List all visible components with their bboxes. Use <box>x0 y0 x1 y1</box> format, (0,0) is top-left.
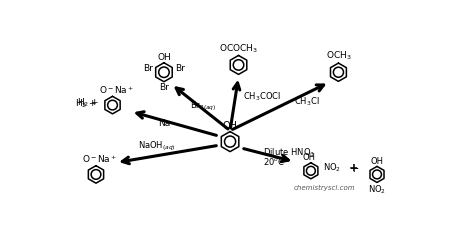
Text: OH: OH <box>223 121 237 131</box>
Text: NO$_2$: NO$_2$ <box>368 183 386 196</box>
Text: OCOCH$_3$: OCOCH$_3$ <box>219 42 258 55</box>
Text: 20$^o$C: 20$^o$C <box>263 156 285 167</box>
Text: Br: Br <box>159 83 169 92</box>
Text: CH$_3$COCl: CH$_3$COCl <box>243 91 281 103</box>
Text: O$^-$Na$^+$: O$^-$Na$^+$ <box>99 84 134 96</box>
Text: +: + <box>349 163 358 173</box>
Text: Br$_{2(aq)}$: Br$_{2(aq)}$ <box>190 100 216 113</box>
Text: OH: OH <box>302 153 316 162</box>
Text: O$^-$Na$^+$: O$^-$Na$^+$ <box>82 153 118 165</box>
Text: chemistryscl.com: chemistryscl.com <box>293 185 355 191</box>
Text: NaOH$_{(aq)}$: NaOH$_{(aq)}$ <box>138 140 175 153</box>
Text: +: + <box>348 162 359 174</box>
Text: CH$_3$Cl: CH$_3$Cl <box>294 95 320 108</box>
Text: H$_2$ +: H$_2$ + <box>77 96 100 109</box>
Text: OH: OH <box>371 157 383 166</box>
Text: NO$_2$: NO$_2$ <box>323 162 341 174</box>
Text: Br: Br <box>175 64 185 73</box>
Text: OH: OH <box>157 53 171 62</box>
Text: Br: Br <box>143 64 153 73</box>
Text: OCH$_3$: OCH$_3$ <box>326 50 351 62</box>
Text: H$_2$ +: H$_2$ + <box>75 97 97 109</box>
Text: Dilute HNO$_3$: Dilute HNO$_3$ <box>263 146 315 159</box>
Text: Na: Na <box>158 119 170 128</box>
